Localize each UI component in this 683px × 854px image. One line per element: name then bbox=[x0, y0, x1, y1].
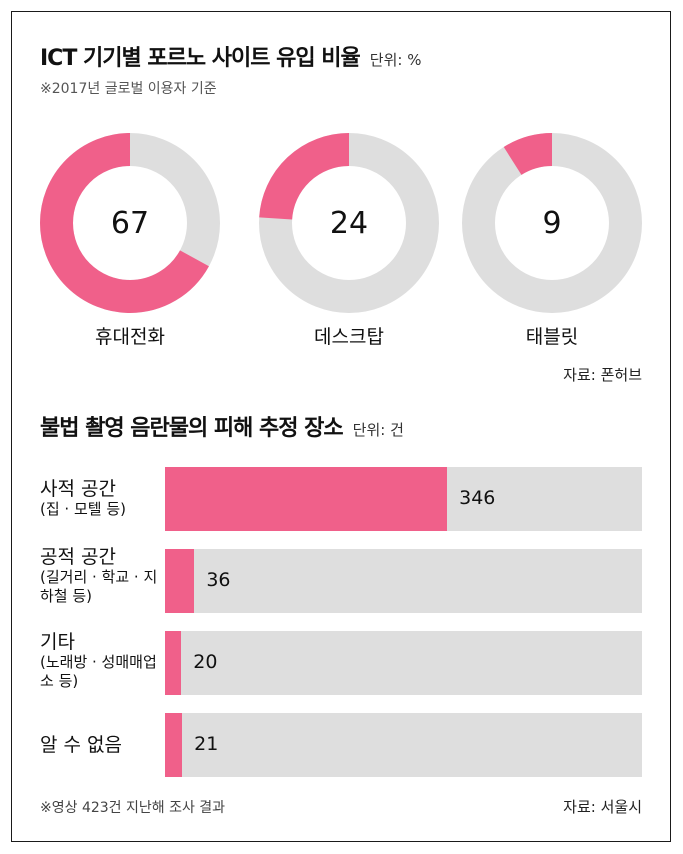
donut-category-label: 데스크탑 bbox=[314, 326, 384, 348]
bar-category-note: (노래방 · 성매매업소 등) bbox=[40, 653, 157, 690]
donut-category-label: 태블릿 bbox=[525, 326, 579, 348]
bar-value-label: 36 bbox=[206, 569, 231, 591]
chart1-source: 자료: 폰허브 bbox=[563, 366, 642, 384]
bar-track bbox=[165, 631, 642, 695]
donut-slice bbox=[40, 133, 220, 313]
donut-value-label: 24 bbox=[329, 205, 369, 241]
bar-category-label: 기타 (노래방 · 성매매업소 등) bbox=[40, 631, 160, 691]
bar-category-label: 공적 공간 (길거리 · 학교 · 지하철 등) bbox=[40, 546, 160, 606]
bar-category-name: 공적 공간 bbox=[40, 546, 116, 568]
chart2-source: 자료: 서울시 bbox=[563, 798, 642, 816]
donut-chart: 67 bbox=[40, 133, 220, 313]
bar bbox=[165, 549, 195, 613]
donut-svg bbox=[462, 133, 642, 313]
bar-category-label: 알 수 없음 bbox=[40, 734, 122, 756]
bar-category-note: (길거리 · 학교 · 지하철 등) bbox=[40, 568, 158, 605]
bar-value-label: 20 bbox=[193, 651, 218, 673]
bar-category-name: 알 수 없음 bbox=[40, 734, 122, 756]
bar-category-name: 기타 bbox=[40, 631, 75, 653]
bar-category-label: 사적 공간 (집 · 모텔 등) bbox=[40, 478, 126, 519]
bar-value-label: 21 bbox=[194, 733, 219, 755]
donut-value-label: 9 bbox=[542, 205, 562, 241]
bar-track bbox=[165, 549, 642, 613]
donut-svg bbox=[40, 133, 220, 313]
donut-chart: 24 bbox=[259, 133, 439, 313]
bar-category-note: (집 · 모텔 등) bbox=[40, 500, 126, 518]
chart2-footnote: ※영상 423건 지난해 조사 결과 bbox=[40, 800, 226, 816]
donut-svg bbox=[259, 133, 439, 313]
infographic-frame bbox=[11, 11, 671, 842]
bar bbox=[165, 713, 183, 777]
donut-category-label: 휴대전화 bbox=[95, 326, 165, 348]
chart1-subtitle: ※2017년 글로벌 이용자 기준 bbox=[40, 81, 217, 97]
donut-chart: 9 bbox=[462, 133, 642, 313]
bar-value-label: 346 bbox=[459, 487, 496, 509]
bar-track bbox=[165, 467, 642, 531]
donut-value-label: 67 bbox=[110, 205, 150, 241]
chart1-unit: 단위: % bbox=[369, 51, 422, 69]
donut-slice bbox=[259, 133, 439, 313]
bar bbox=[165, 631, 182, 695]
chart2-title: 불법 촬영 음란물의 피해 추정 장소 단위: 건 bbox=[40, 416, 404, 441]
donut-slice bbox=[462, 133, 642, 313]
bar bbox=[165, 467, 448, 531]
chart2-unit: 단위: 건 bbox=[352, 421, 404, 439]
bar-category-name: 사적 공간 bbox=[40, 478, 116, 500]
bar-track bbox=[165, 713, 642, 777]
chart1-title: ICT 기기별 포르노 사이트 유입 비율 단위: % bbox=[40, 46, 422, 71]
